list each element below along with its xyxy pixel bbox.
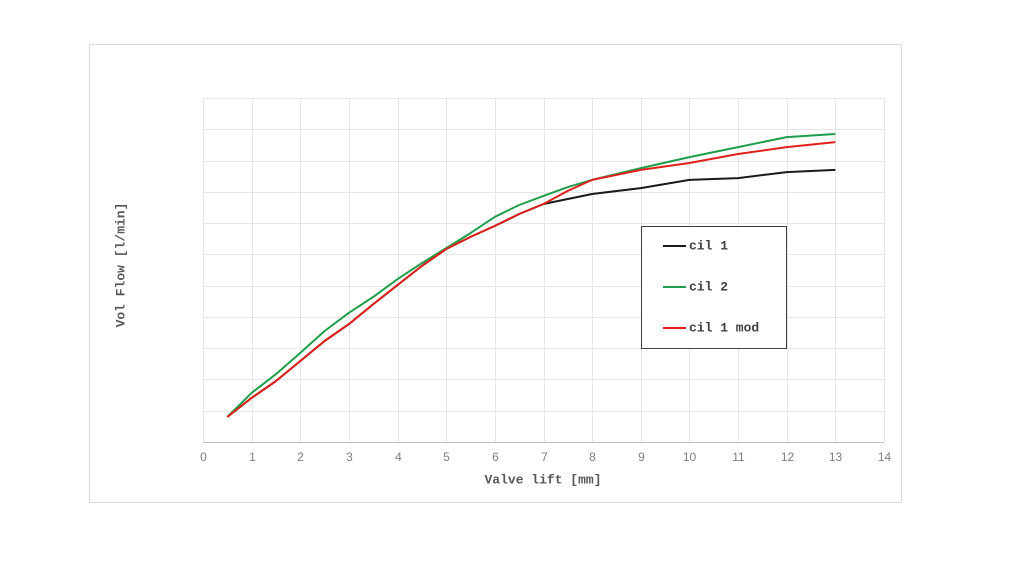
data-line [226,133,836,418]
x-tick-label: 5 [443,450,450,464]
y-axis-title: Vol Flow [l/min] [113,203,128,328]
x-tick-label: 2 [297,450,304,464]
x-tick-label: 6 [492,450,499,464]
legend-label: cil 1 [689,238,728,253]
legend: cil 1 cil 2 cil 1 mod [641,226,787,349]
legend-label: cil 2 [689,279,728,294]
x-tick-label: 12 [781,450,795,464]
lines [226,133,836,418]
data-line [226,141,836,418]
x-tick-label: 0 [200,450,207,464]
x-tick-label: 11 [732,450,745,464]
x-tick-label: 10 [683,450,697,464]
x-tick-label: 1 [249,450,256,464]
x-tick-label: 4 [395,450,402,464]
legend-label: cil 1 mod [689,320,759,335]
x-tick-label: 13 [829,450,843,464]
x-tick-label: 3 [346,450,353,464]
x-axis-title: Valve lift [mm] [484,472,601,487]
x-tick-label: 8 [589,450,596,464]
x-tick-label: 14 [878,450,892,464]
x-tick-label: 9 [638,450,645,464]
x-tick-label: 7 [541,450,548,464]
